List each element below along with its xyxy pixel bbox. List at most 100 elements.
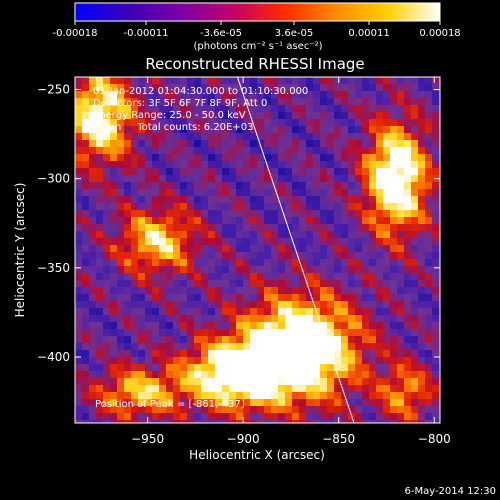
heatmap-cell (376, 343, 384, 351)
heatmap-cell (369, 413, 377, 421)
heatmap-cell (425, 119, 433, 127)
heatmap-cell (145, 112, 153, 120)
heatmap-cell (152, 231, 160, 239)
heatmap-cell (397, 378, 405, 386)
heatmap-cell (306, 133, 314, 141)
heatmap-cell (397, 357, 405, 365)
heatmap-cell (404, 210, 412, 218)
heatmap-cell (383, 357, 391, 365)
heatmap-cell (208, 315, 216, 323)
heatmap-cell (110, 119, 118, 127)
heatmap-cell (348, 77, 356, 85)
heatmap-cell (75, 203, 83, 211)
heatmap-cell (152, 126, 160, 134)
heatmap-cell (250, 336, 258, 344)
heatmap-cell (152, 259, 160, 267)
heatmap-cell (159, 280, 167, 288)
heatmap-cell (194, 322, 202, 330)
heatmap-cell (222, 238, 230, 246)
heatmap-cell (404, 168, 412, 176)
heatmap-cell (348, 357, 356, 365)
heatmap-cell (208, 322, 216, 330)
heatmap-cell (82, 217, 90, 225)
heatmap-cell (180, 252, 188, 260)
heatmap-cell (236, 91, 244, 99)
heatmap-cell (110, 280, 118, 288)
heatmap-cell (131, 203, 139, 211)
heatmap-cell (201, 378, 209, 386)
heatmap-cell (96, 399, 104, 407)
heatmap-cell (376, 322, 384, 330)
colorbar-tick-label: 3.6e-05 (275, 28, 313, 39)
heatmap-cell (355, 217, 363, 225)
heatmap-cell (187, 119, 195, 127)
heatmap-cell (404, 77, 412, 85)
heatmap-cell (145, 315, 153, 323)
heatmap-cell (222, 168, 230, 176)
heatmap-cell (397, 385, 405, 393)
heatmap-cell (187, 126, 195, 134)
heatmap-cell (369, 126, 377, 134)
heatmap-cell (110, 224, 118, 232)
heatmap-cell (208, 259, 216, 267)
heatmap-cell (159, 238, 167, 246)
heatmap-cell (131, 133, 139, 141)
heatmap-cell (110, 147, 118, 155)
heatmap-cell (236, 280, 244, 288)
heatmap-cell (264, 364, 272, 372)
heatmap-cell (89, 189, 97, 197)
heatmap-cell (376, 266, 384, 274)
heatmap-cell (320, 322, 328, 330)
heatmap-cell (369, 77, 377, 85)
heatmap-cell (243, 231, 251, 239)
heatmap-cell (180, 154, 188, 162)
heatmap-cell (208, 224, 216, 232)
heatmap-cell (320, 140, 328, 148)
heatmap-cell (376, 392, 384, 400)
heatmap-cell (180, 294, 188, 302)
heatmap-cell (96, 364, 104, 372)
heatmap-cell (397, 301, 405, 309)
heatmap-cell (383, 273, 391, 281)
heatmap-cell (285, 406, 293, 414)
heatmap-cell (243, 406, 251, 414)
heatmap-cell (271, 210, 279, 218)
heatmap-cell (75, 119, 83, 127)
heatmap-cell (117, 273, 125, 281)
heatmap-cell (334, 280, 342, 288)
heatmap-cell (369, 238, 377, 246)
heatmap-cell (418, 210, 426, 218)
heatmap-cell (131, 112, 139, 120)
heatmap-cell (75, 413, 83, 421)
heatmap-cell (152, 252, 160, 260)
heatmap-cell (264, 119, 272, 127)
heatmap-cell (306, 301, 314, 309)
heatmap-cell (96, 217, 104, 225)
heatmap-cell (285, 217, 293, 225)
heatmap-cell (180, 119, 188, 127)
heatmap-cell (425, 413, 433, 421)
heatmap-cell (82, 385, 90, 393)
heatmap-cell (418, 147, 426, 155)
heatmap-cell (299, 245, 307, 253)
heatmap-cell (411, 385, 419, 393)
heatmap-cell (215, 322, 223, 330)
solar-limb-line (236, 77, 355, 423)
heatmap-cell (236, 252, 244, 260)
heatmap-cell (418, 273, 426, 281)
heatmap-cell (404, 119, 412, 127)
heatmap-cell (397, 154, 405, 162)
heatmap-cell (201, 392, 209, 400)
heatmap-cell (285, 280, 293, 288)
heatmap-cell (96, 315, 104, 323)
heatmap-cell (152, 161, 160, 169)
heatmap-cell (411, 336, 419, 344)
heatmap-cell (411, 126, 419, 134)
heatmap-cell (306, 392, 314, 400)
heatmap-cell (180, 343, 188, 351)
heatmap-cell (201, 217, 209, 225)
heatmap-cell (271, 126, 279, 134)
heatmap-cell (320, 350, 328, 358)
heatmap-cell (306, 126, 314, 134)
heatmap-cell (152, 189, 160, 197)
